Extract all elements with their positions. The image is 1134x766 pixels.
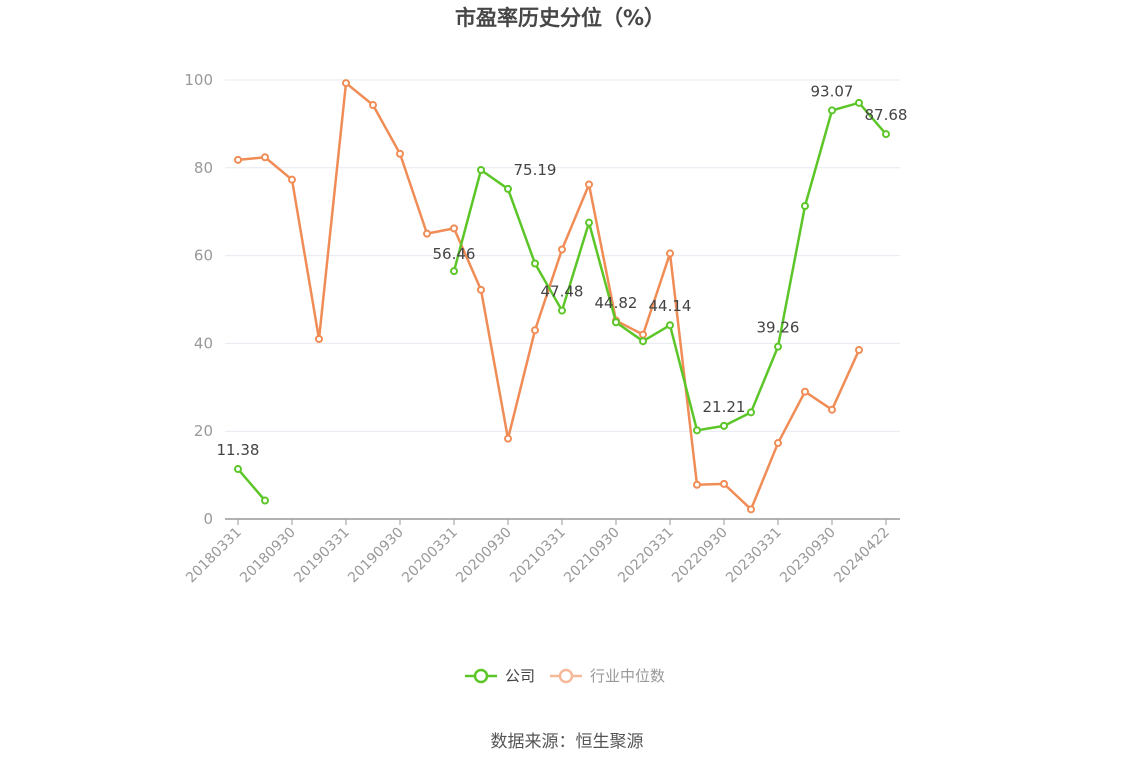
x-tick-label: 20210331	[507, 525, 569, 587]
data-point-company[interactable]	[558, 306, 566, 315]
data-point-company[interactable]	[828, 106, 836, 115]
data-point-industry-median[interactable]	[747, 505, 755, 514]
data-point-company[interactable]	[261, 496, 269, 505]
data-point-company[interactable]	[234, 465, 242, 474]
y-tick-label: 80	[194, 159, 213, 177]
data-point-industry-median[interactable]	[828, 405, 836, 414]
x-tick-label: 20190331	[291, 525, 353, 587]
data-point-company[interactable]	[747, 408, 755, 417]
data-point-industry-median[interactable]	[396, 149, 404, 158]
x-tick-label: 20200331	[399, 525, 461, 587]
data-point-industry-median[interactable]	[504, 434, 512, 443]
y-tick-label: 40	[194, 334, 213, 352]
series-layer	[234, 79, 890, 514]
data-point-company[interactable]	[855, 98, 863, 107]
series-line-company	[452, 101, 887, 432]
data-point-industry-median[interactable]	[693, 480, 701, 489]
series-line-industry-median	[237, 81, 861, 511]
data-point-industry-median[interactable]	[774, 439, 782, 448]
data-label-company: 44.14	[649, 297, 692, 315]
data-labels: 11.38 56.46 75.19 47.48 44.82 44.14 21.21 39.26…	[217, 82, 908, 459]
data-point-industry-median[interactable]	[558, 245, 566, 254]
x-tick-label: 20190930	[345, 525, 407, 587]
data-point-industry-median[interactable]	[369, 101, 377, 110]
data-point-industry-median[interactable]	[585, 180, 593, 189]
data-label-company: 21.21	[703, 398, 746, 416]
series-line-company	[237, 468, 266, 502]
data-point-company[interactable]	[504, 184, 512, 193]
y-tick-label: 0	[203, 510, 213, 528]
data-point-industry-median[interactable]	[477, 285, 485, 294]
x-tick-label: 20240422	[831, 525, 893, 587]
y-tick-label: 20	[194, 422, 213, 440]
data-label-company: 44.82	[595, 294, 638, 312]
legend-label: 行业中位数	[590, 667, 665, 685]
x-tick-label: 20180930	[237, 525, 299, 587]
y-tick-label: 100	[184, 71, 213, 89]
y-tick-label: 60	[194, 247, 213, 265]
legend[interactable]: 公司 行业中位数	[465, 667, 665, 685]
data-point-industry-median[interactable]	[801, 387, 809, 396]
data-label-company: 47.48	[541, 283, 584, 301]
data-label-company: 11.38	[217, 441, 260, 459]
x-tick-label: 20180331	[183, 525, 245, 587]
data-point-industry-median[interactable]	[423, 229, 431, 238]
x-tick-label: 20230331	[723, 525, 785, 587]
data-point-industry-median[interactable]	[234, 155, 242, 164]
legend-marker	[558, 668, 574, 684]
source-note: 数据来源：恒生聚源	[491, 732, 644, 752]
data-point-industry-median[interactable]	[855, 345, 863, 354]
data-point-company[interactable]	[666, 321, 674, 330]
data-point-company[interactable]	[585, 218, 593, 227]
data-point-industry-median[interactable]	[639, 330, 647, 339]
data-point-industry-median[interactable]	[531, 326, 539, 335]
legend-label: 公司	[505, 667, 535, 685]
legend-item-industry-median[interactable]: 行业中位数	[550, 667, 665, 685]
data-label-company: 87.68	[865, 106, 908, 124]
data-point-company[interactable]	[801, 201, 809, 210]
x-tick-label: 20210930	[561, 525, 623, 587]
data-point-industry-median[interactable]	[261, 153, 269, 162]
data-point-company[interactable]	[882, 130, 890, 139]
data-point-company[interactable]	[612, 318, 620, 327]
data-point-industry-median[interactable]	[342, 79, 350, 88]
data-label-company: 93.07	[811, 82, 854, 100]
data-point-industry-median[interactable]	[288, 175, 296, 184]
data-point-industry-median[interactable]	[720, 479, 728, 488]
data-point-company[interactable]	[693, 426, 701, 435]
legend-marker	[473, 668, 489, 684]
x-tick-label: 20230930	[777, 525, 839, 587]
data-label-company: 39.26	[757, 319, 800, 337]
data-point-industry-median[interactable]	[315, 335, 323, 344]
grid	[225, 79, 900, 432]
data-label-company: 56.46	[433, 245, 476, 263]
data-point-industry-median[interactable]	[450, 224, 458, 233]
x-tick-label: 20220930	[669, 525, 731, 587]
data-point-company[interactable]	[720, 421, 728, 430]
x-tick-label: 20220331	[615, 525, 677, 587]
chart-title: 市盈率历史分位（%）	[455, 6, 665, 30]
data-point-company[interactable]	[774, 342, 782, 351]
data-point-company[interactable]	[450, 267, 458, 276]
data-point-company[interactable]	[639, 337, 647, 346]
data-label-company: 75.19	[514, 161, 557, 179]
data-point-company[interactable]	[531, 259, 539, 268]
x-tick-label: 20200930	[453, 525, 515, 587]
data-point-industry-median[interactable]	[666, 249, 674, 258]
legend-item-company[interactable]: 公司	[465, 667, 535, 685]
data-point-company[interactable]	[477, 165, 485, 174]
